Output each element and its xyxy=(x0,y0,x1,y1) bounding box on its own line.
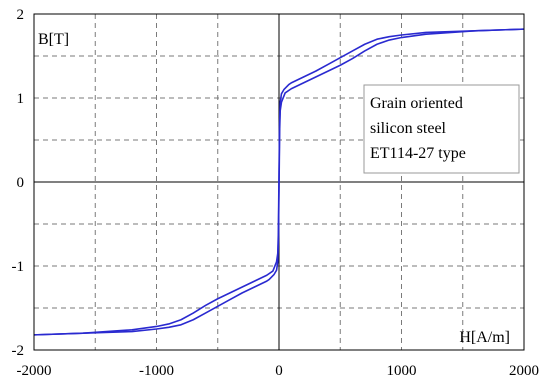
x-tick-labels: -2000 -1000 0 1000 2000 xyxy=(17,363,540,379)
annotation-line-2: silicon steel xyxy=(370,120,447,137)
x-tick-label: 2000 xyxy=(509,363,539,379)
series-line-2 xyxy=(33,28,525,336)
annotation-box: Grain oriented silicon steel ET114-27 ty… xyxy=(363,84,520,174)
y-tick-label: 2 xyxy=(17,7,25,23)
plot-frame xyxy=(33,13,525,351)
y-tick-label: 1 xyxy=(17,91,25,107)
y-axis-label: B[T] xyxy=(38,31,69,48)
annotation-line-3: ET114-27 type xyxy=(370,145,466,162)
x-tick-label: -2000 xyxy=(17,363,52,379)
y-tick-label: 0 xyxy=(17,175,25,191)
annotation-frame xyxy=(363,84,520,174)
series-layer xyxy=(33,28,525,336)
y-tick-label: -1 xyxy=(12,259,25,275)
annotation-line-1: Grain oriented xyxy=(370,95,463,112)
x-tick-label: 0 xyxy=(275,363,283,379)
x-axis-label: H[A/m] xyxy=(459,329,510,346)
y-tick-label: -2 xyxy=(12,343,25,359)
x-tick-label: -1000 xyxy=(139,363,174,379)
y-tick-labels: -2 -1 0 1 2 xyxy=(12,7,25,359)
x-tick-label: 1000 xyxy=(387,363,417,379)
